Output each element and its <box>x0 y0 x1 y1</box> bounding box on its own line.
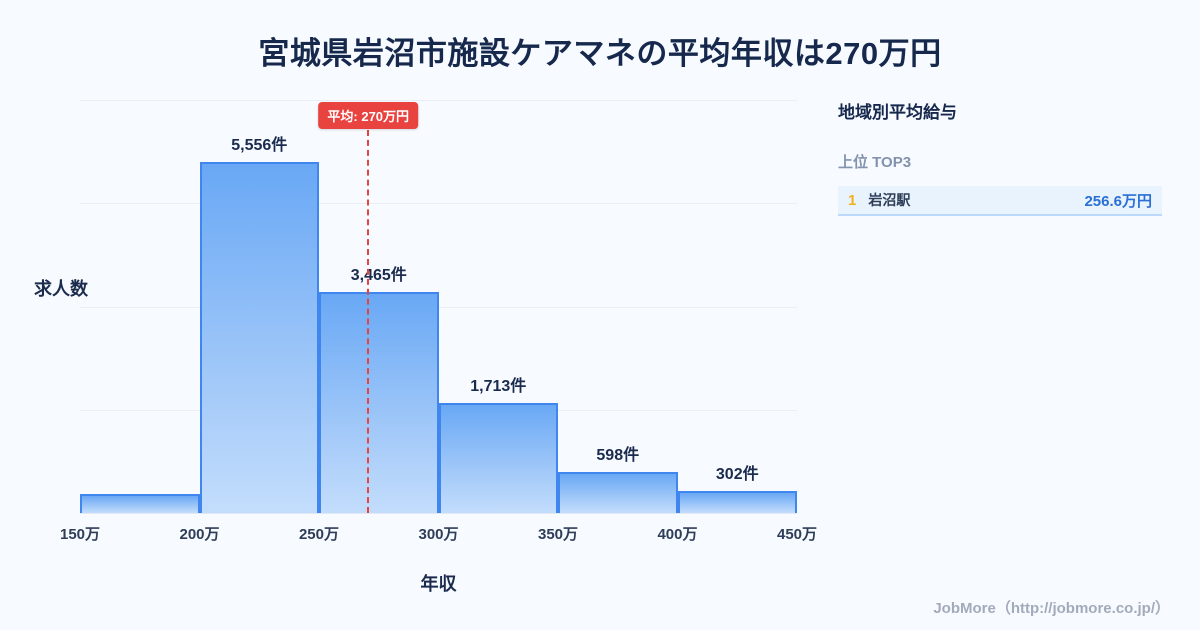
regional-salary-panel: 地域別平均給与 上位 TOP3 1 岩沼駅 256.6万円 <box>838 98 1162 216</box>
bar-400-450 <box>677 491 797 513</box>
bar-200-250 <box>199 161 319 513</box>
bar-column-200-250: 5,556件 <box>199 100 319 513</box>
average-badge: 平均: 270万円 <box>318 102 419 129</box>
bar-column-300-350: 1,713件 <box>438 100 558 513</box>
average-line <box>367 130 370 513</box>
x-tick: 250万 <box>298 526 339 543</box>
x-axis-label: 年収 <box>420 574 457 594</box>
x-tick: 300万 <box>418 526 459 543</box>
ranking-row: 1 岩沼駅 256.6万円 <box>838 186 1162 216</box>
bar-300-350 <box>438 403 558 513</box>
bar-column-250-300: 3,465件 <box>319 100 439 513</box>
bar-column-150-200 <box>80 100 200 513</box>
histogram-plot-area: 5,556件 3,465件 1,713件 598件 302件 平均: 270万円 <box>80 100 797 514</box>
gridline <box>80 203 797 205</box>
bar-250-300 <box>319 292 439 513</box>
bar-value-label: 5,556件 <box>231 136 288 154</box>
x-tick: 450万 <box>776 526 818 543</box>
bar-value-label: 302件 <box>715 466 759 484</box>
panel-heading: 地域別平均給与 <box>838 103 957 122</box>
page-title: 宮城県岩沼市施設ケアマネの平均年収は270万円 <box>258 36 942 71</box>
x-tick: 400万 <box>657 526 698 543</box>
gridline <box>80 306 797 308</box>
panel-subheading: 上位 TOP3 <box>838 154 912 171</box>
x-tick: 200万 <box>179 526 220 543</box>
salary-value: 256.6万円 <box>1084 192 1152 210</box>
x-tick: 150万 <box>59 526 101 543</box>
gridline <box>80 100 797 101</box>
bar-column-350-400: 598件 <box>558 100 678 513</box>
gridline-baseline <box>80 513 797 514</box>
bar-value-label: 598件 <box>596 447 640 465</box>
brand-footer: JobMore（http://jobmore.co.jp/） <box>933 600 1170 617</box>
station-name: 岩沼駅 <box>868 192 911 208</box>
y-axis-label: 求人数 <box>34 279 88 299</box>
bar-value-label: 1,713件 <box>470 378 527 396</box>
bar-column-400-450: 302件 <box>677 100 797 513</box>
bar-350-400 <box>558 472 678 513</box>
bar-150-200 <box>80 494 200 513</box>
x-axis-ticks: 150万 200万 250万 300万 350万 400万 450万 <box>60 523 817 543</box>
bar-value-label: 3,465件 <box>350 267 407 285</box>
rank-number: 1 <box>848 191 857 209</box>
x-tick: 350万 <box>537 526 579 543</box>
